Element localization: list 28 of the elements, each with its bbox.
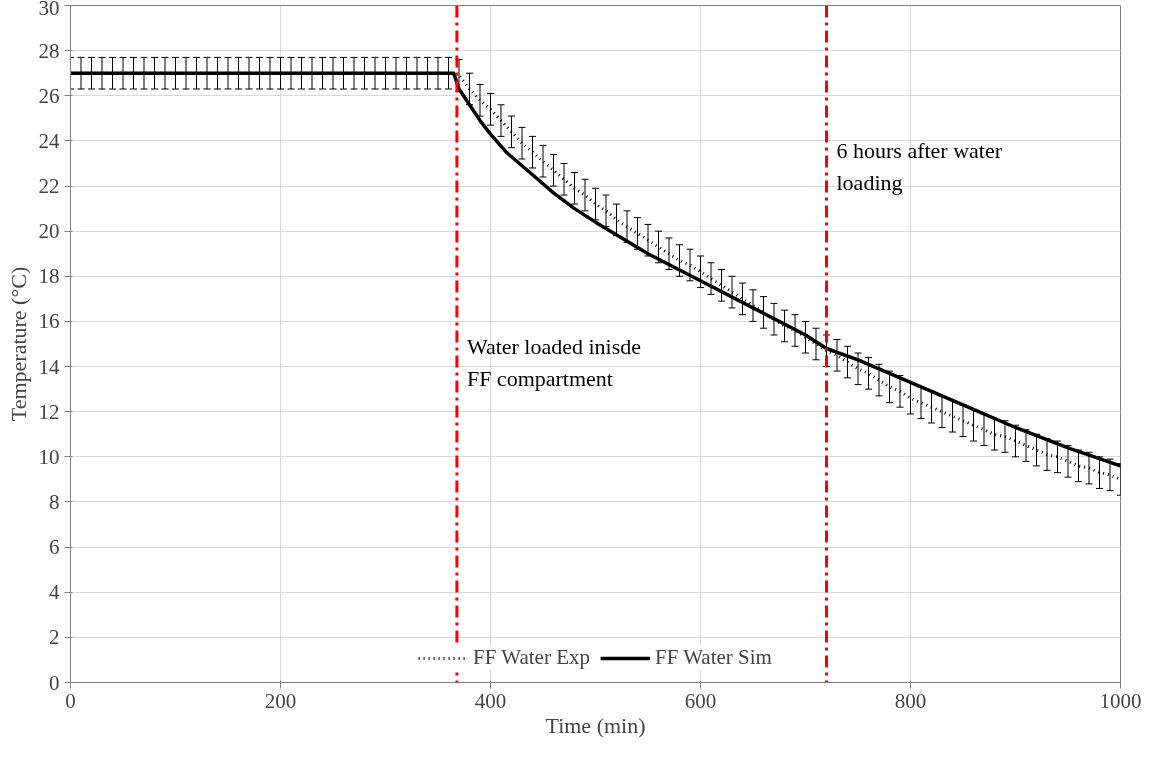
y-tick-label: 30 xyxy=(38,0,60,20)
y-axis-title: Temperature (°C) xyxy=(5,266,31,422)
y-tick-label: 28 xyxy=(38,38,60,63)
x-tick-label: 0 xyxy=(65,688,76,713)
y-tick-label: 10 xyxy=(38,444,60,469)
x-tick-label: 1000 xyxy=(1099,688,1142,713)
y-tick-label: 2 xyxy=(49,625,60,650)
y-tick-label: 16 xyxy=(38,309,60,334)
y-tick-label: 12 xyxy=(38,399,60,424)
y-tick-label: 24 xyxy=(38,128,60,153)
ref-line-label: Water loaded inisde FF compartment xyxy=(466,333,642,392)
x-axis-title: Time (min) xyxy=(545,712,646,738)
y-tick-label: 18 xyxy=(38,264,60,289)
y-tick-label: 4 xyxy=(49,580,60,605)
ref-line-label: 6 hours after water loading xyxy=(836,137,1003,196)
x-tick-label: 800 xyxy=(894,688,927,713)
y-tick-label: 8 xyxy=(49,489,60,514)
y-tick-label: 0 xyxy=(49,670,60,695)
y-tick-label: 14 xyxy=(38,354,60,379)
x-tick-label: 400 xyxy=(474,688,507,713)
legend-label: FF Water Exp xyxy=(473,645,590,670)
y-tick-label: 6 xyxy=(49,535,60,560)
legend-label: FF Water Sim xyxy=(654,645,772,670)
y-tick-label: 26 xyxy=(38,83,60,108)
y-tick-label: 20 xyxy=(38,219,60,244)
y-tick-label: 22 xyxy=(38,174,60,199)
x-tick-label: 600 xyxy=(684,688,717,713)
x-tick-label: 200 xyxy=(264,688,297,713)
